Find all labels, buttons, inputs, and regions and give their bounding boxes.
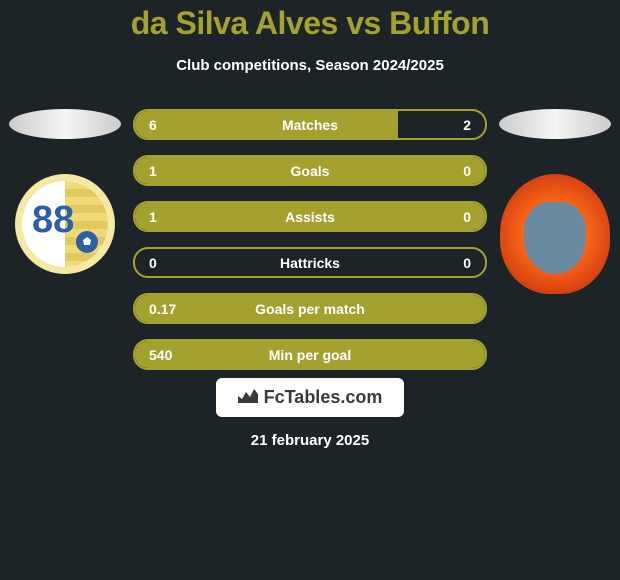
stats-bars: 6 Matches 2 1 Goals 0 1 Assists 0 0 Hattricks 0 0.17…	[125, 109, 495, 370]
stat-bar-hattricks: 0 Hattricks 0	[133, 247, 487, 278]
stat-bar-matches: 6 Matches 2	[133, 109, 487, 140]
bar-value-right: 0	[463, 209, 471, 225]
bar-value-right: 0	[463, 163, 471, 179]
bar-label: Goals per match	[255, 301, 365, 317]
bar-value-left: 1	[149, 209, 157, 225]
stat-bar-goals-per-match: 0.17 Goals per match	[133, 293, 487, 324]
bar-value-right: 0	[463, 255, 471, 271]
right-badge-inner	[524, 202, 586, 274]
date-text: 21 february 2025	[251, 432, 369, 449]
branding-box[interactable]: FcTables.com	[216, 378, 405, 417]
bar-label: Hattricks	[280, 255, 340, 271]
chart-icon	[238, 386, 258, 409]
branding-text: FcTables.com	[264, 387, 383, 408]
subtitle: Club competitions, Season 2024/2025	[176, 57, 444, 74]
left-column: 88	[5, 109, 125, 274]
left-badge-inner: 88	[22, 181, 108, 267]
bar-value-left: 6	[149, 117, 157, 133]
bar-value-left: 1	[149, 163, 157, 179]
bar-fill	[135, 111, 398, 138]
left-team-badge: 88	[15, 174, 115, 274]
right-team-badge	[500, 174, 610, 294]
left-badge-number: 88	[32, 199, 74, 242]
right-oval-placeholder	[499, 109, 611, 139]
bar-label: Assists	[285, 209, 335, 225]
stat-bar-goals: 1 Goals 0	[133, 155, 487, 186]
stat-bar-min-per-goal: 540 Min per goal	[133, 339, 487, 370]
soccer-ball-icon	[76, 231, 98, 253]
left-oval-placeholder	[9, 109, 121, 139]
bar-label: Min per goal	[269, 347, 351, 363]
page-title: da Silva Alves vs Buffon	[131, 5, 489, 42]
main-row: 88 6Matches21Goals01Assists00Hattricks00…	[0, 109, 620, 370]
stat-bar-assists: 1 Assists 0	[133, 201, 487, 232]
bar-label: Goals	[291, 163, 330, 179]
bar-value-left: 0.17	[149, 301, 176, 317]
container: da Silva Alves vs Buffon Club competitio…	[0, 0, 620, 449]
right-column	[495, 109, 615, 294]
bar-label: Matches	[282, 117, 338, 133]
bar-value-right: 2	[463, 117, 471, 133]
bar-value-left: 0	[149, 255, 157, 271]
bar-value-left: 540	[149, 347, 172, 363]
